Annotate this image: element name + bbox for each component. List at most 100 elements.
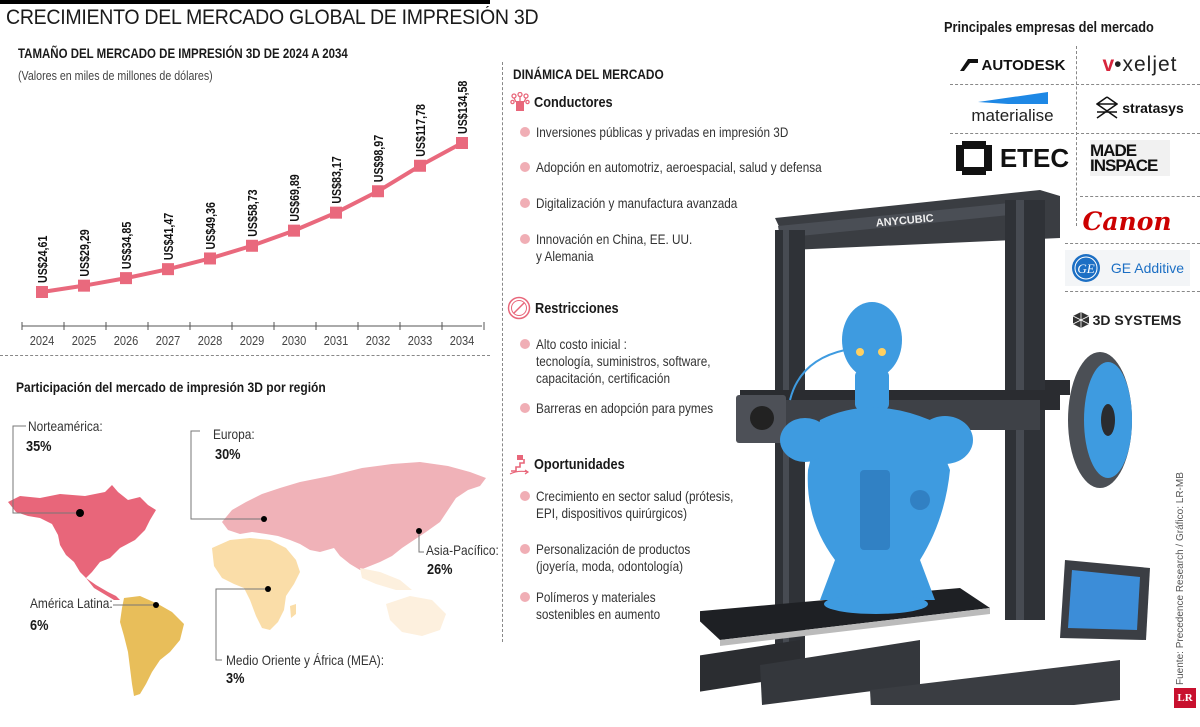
list-item: Alto costo inicial : tecnología, suminis…: [520, 336, 744, 387]
x-tick-label: 2033: [408, 333, 433, 348]
top-rule: [0, 0, 490, 4]
data-point-marker: [456, 137, 468, 149]
chart-subtitle: (Valores en miles de millones de dólares…: [18, 68, 213, 83]
logo-grid-divider: [1080, 196, 1200, 197]
printer-illustration: ANYCUBIC: [700, 190, 1150, 705]
data-label: US$98,97: [371, 135, 386, 183]
region-pct-europe: 30%: [215, 446, 241, 463]
section-title: Oportunidades: [534, 455, 625, 473]
materialise-swoosh-icon: [977, 92, 1048, 104]
region-label-europe: Europa:: [213, 426, 255, 442]
region-pct-mea: 3%: [226, 670, 245, 687]
data-point-marker: [78, 279, 90, 292]
region-latin-america: [120, 596, 184, 696]
data-point-marker: [246, 239, 258, 252]
x-tick-label: 2032: [366, 333, 391, 348]
logo-grid-divider: [1065, 243, 1200, 244]
market-size-line-chart: US$24,61 2024 US$29,29 2025 US$34,85 2026 US$4…: [21, 80, 485, 348]
list-item: Personalización de productos (joyería, m…: [520, 541, 720, 575]
logo-3d-systems: 3D SYSTEMS: [1072, 308, 1182, 332]
prohibited-icon: [507, 296, 531, 320]
stairs-growth-icon: [509, 455, 530, 475]
world-share-map: [8, 425, 486, 696]
list-item: Digitalización y manufactura avanzada: [520, 195, 776, 212]
section-drivers: Conductores: [510, 92, 627, 112]
x-tick-label: 2026: [114, 333, 139, 348]
data-point-marker: [288, 224, 300, 237]
logo-made-in-space: MADE INSPACE: [1090, 140, 1170, 176]
region-oceania: [386, 596, 446, 636]
list-item: Adopción en automotriz, aeroespacial, sa…: [520, 159, 876, 176]
lr-logo: LR: [1174, 688, 1196, 708]
region-europe-asia: [222, 462, 486, 570]
region-pct-north-america: 35%: [26, 438, 52, 455]
etec-icon: [955, 141, 992, 175]
stratasys-icon: [1096, 96, 1119, 119]
x-tick-label: 2027: [156, 333, 181, 348]
logo-grid-divider: [1076, 46, 1077, 226]
logo-ge-additive: GE GE Additive: [1065, 250, 1190, 286]
section-title: Restricciones: [535, 299, 619, 317]
data-label: US$24,61: [35, 235, 50, 283]
data-label: US$117,78: [413, 104, 428, 157]
list-item: Polímeros y materiales sostenibles en au…: [520, 589, 684, 623]
x-tick-label: 2034: [450, 333, 475, 348]
region-mea: [212, 538, 300, 630]
data-point-marker: [414, 159, 426, 172]
data-point-marker: [162, 263, 174, 276]
data-label: US$29,29: [77, 229, 92, 277]
logo-autodesk: AUTODESK: [950, 52, 1075, 78]
logo-grid-divider: [950, 84, 1200, 85]
region-pct-latin-america: 6%: [30, 617, 49, 634]
x-tick-label: 2029: [240, 333, 265, 348]
logo-etec: ETEC: [950, 138, 1075, 178]
x-tick-label: 2031: [324, 333, 349, 348]
source-credit: Fuente: Precedence Research / Gráfico: L…: [1175, 472, 1186, 685]
column-divider: [502, 62, 503, 642]
section-restrictions: Restricciones: [507, 296, 633, 320]
region-label-latin-america: América Latina:: [30, 595, 113, 611]
3d-systems-cube-icon: [1072, 312, 1089, 328]
data-point-marker: [330, 206, 342, 219]
map-title: Participación del mercado de impresión 3…: [16, 379, 326, 395]
data-label: US$58,73: [245, 189, 260, 237]
region-label-asia-pacific: Asia-Pacífico:: [426, 542, 499, 558]
data-label: US$69,89: [287, 174, 302, 222]
section-divider: [0, 355, 490, 356]
data-label: US$49,36: [203, 202, 218, 250]
data-label: US$134,58: [455, 80, 470, 134]
companies-title: Principales empresas del mercado: [944, 19, 1154, 36]
dynamics-title: DINÁMICA DEL MERCADO: [513, 66, 664, 82]
data-point-marker: [204, 252, 216, 265]
section-opportunities: Oportunidades: [508, 453, 641, 475]
region-label-mea: Medio Oriente y África (MEA):: [226, 652, 385, 668]
x-tick-label: 2030: [282, 333, 307, 348]
ge-monogram-icon: GE: [1071, 254, 1100, 282]
autodesk-icon: [959, 59, 978, 71]
svg-text:GE: GE: [1077, 261, 1094, 276]
logo-stratasys: stratasys: [1080, 92, 1200, 124]
x-tick-label: 2028: [198, 333, 223, 348]
data-label: US$34,85: [119, 221, 134, 269]
region-north-america: [8, 485, 156, 578]
data-label: US$83,17: [329, 156, 344, 204]
data-point-marker: [120, 272, 132, 285]
printer-brand: ANYCUBIC: [875, 212, 934, 229]
x-tick-label: 2024: [30, 333, 55, 348]
region-label-north-america: Norteamérica:: [28, 418, 103, 434]
list-item: Crecimiento en sector salud (prótesis, E…: [520, 488, 771, 522]
logo-materialise: materialise: [950, 88, 1075, 130]
list-item: Barreras en adopción para pymes: [520, 400, 747, 417]
logo-grid-divider: [1065, 291, 1200, 292]
section-title: Conductores: [534, 93, 613, 111]
data-label: US$41,47: [161, 212, 176, 260]
data-point-marker: [36, 286, 48, 298]
logo-voxeljet: v •xeljet: [1102, 53, 1178, 76]
logo-grid-divider: [950, 133, 1200, 134]
page-title: CRECIMIENTO DEL MERCADO GLOBAL DE IMPRES…: [6, 6, 539, 29]
network-icon: [510, 92, 530, 111]
chart-title: TAMAÑO DEL MERCADO DE IMPRESIÓN 3D DE 20…: [18, 45, 348, 61]
region-pct-asia-pacific: 26%: [427, 561, 453, 578]
list-item: Inversiones públicas y privadas en impre…: [520, 124, 836, 141]
x-tick-label: 2025: [72, 333, 97, 348]
